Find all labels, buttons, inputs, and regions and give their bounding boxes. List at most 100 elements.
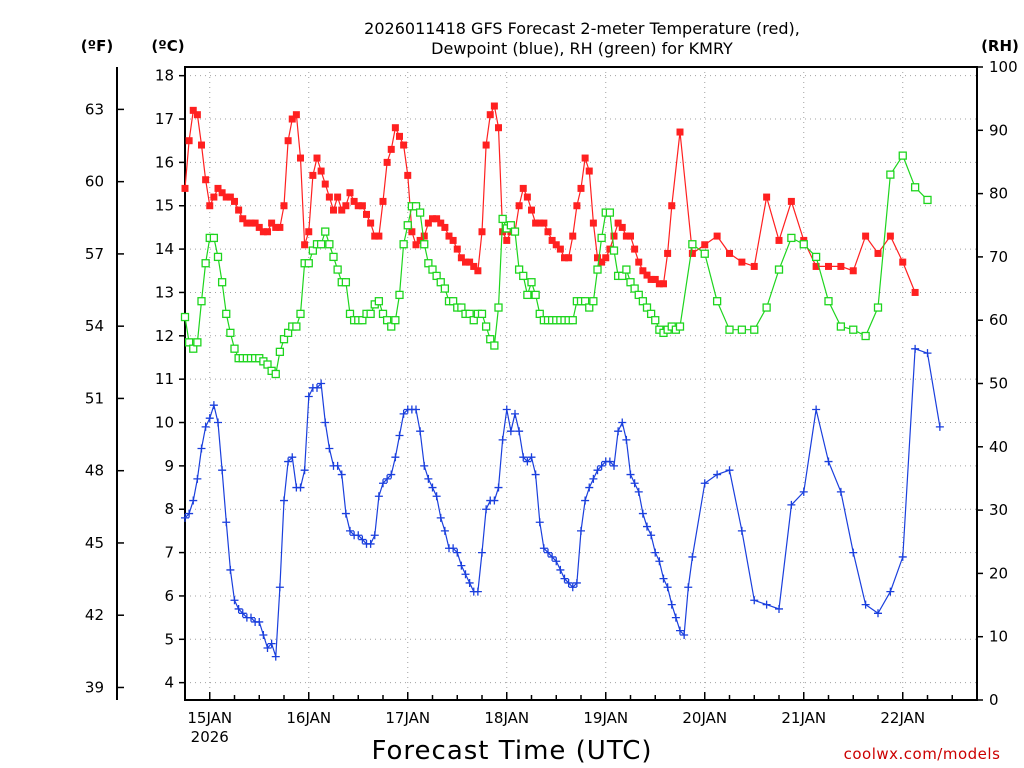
data-point [836,487,845,496]
data-point [886,232,894,240]
data-point [539,544,548,553]
data-point [898,552,907,561]
data-point [589,297,598,306]
data-point [383,474,392,483]
data-point [498,435,507,444]
data-point [812,262,820,270]
data-point [544,548,552,557]
data-point [482,505,491,514]
data-point [585,167,593,175]
rh-tick-label: 90 [989,121,1008,139]
data-point [700,249,709,258]
data-point [502,405,511,414]
data-point [333,265,342,274]
data-point [684,583,693,592]
x-tick-label: 22JAN [880,709,925,727]
rh-tick-label: 70 [989,248,1008,266]
data-point [899,258,907,266]
data-point [923,195,932,205]
series-layer [180,102,944,661]
data-point [366,309,375,319]
data-point [399,240,408,249]
data-point [338,206,346,214]
data-point [334,193,342,201]
data-point [609,246,619,255]
data-point [494,303,503,312]
data-point [205,414,214,423]
data-point [622,435,631,444]
data-point [272,223,280,231]
credit-text: coolwx.com/models [844,745,1001,763]
data-point [181,513,189,522]
rh-tick-label: 80 [989,185,1008,203]
data-point [218,466,227,475]
data-point [206,202,214,210]
data-point [519,184,527,192]
data-point [391,316,400,325]
data-point [836,322,846,331]
data-point [622,265,631,274]
data-point [201,422,210,431]
data-point [391,453,400,462]
data-point [664,249,672,257]
data-point [280,496,288,505]
data-point [408,228,416,236]
data-point [300,466,309,475]
axes: 4567891011121314151617183942454851545760… [85,58,1018,746]
data-point [346,189,354,197]
data-point [436,513,445,522]
data-point [667,600,676,609]
data-point [379,479,387,488]
data-point [898,151,907,160]
data-point [762,600,771,609]
data-point [379,197,387,205]
data-point [181,184,189,192]
data-point [321,227,330,236]
rh-unit-label: (RH) [981,37,1019,55]
data-point [486,111,494,119]
data-point [675,322,685,331]
data-point [725,466,734,475]
data-point [255,223,263,231]
data-point [391,124,399,132]
data-point [787,500,796,509]
data-point [503,236,511,244]
data-point [226,193,234,201]
celsius-tick-label: 7 [164,544,174,562]
rh-tick-label: 10 [989,628,1008,646]
data-point [209,233,219,243]
data-point [726,249,733,257]
data-point [589,474,598,483]
data-point [239,215,247,223]
data-point [375,232,383,240]
data-point [873,303,883,312]
data-point [651,275,659,283]
data-point [515,427,524,436]
data-point [763,193,771,201]
data-point [799,487,808,496]
data-point [713,232,721,240]
data-point [437,219,445,227]
data-point [264,228,271,236]
data-point [415,208,425,217]
data-point [569,232,577,240]
data-point [618,418,627,427]
data-point [202,176,210,184]
data-point [325,240,334,249]
celsius-tick-label: 5 [164,630,174,648]
data-point [532,219,540,227]
fahrenheit-tick-label: 45 [85,534,104,552]
data-point [284,457,293,466]
series-dewpoint [181,344,944,661]
data-point [354,531,363,540]
data-point [321,180,329,188]
data-point [573,202,581,210]
data-point [651,548,660,557]
data-point [403,221,412,230]
data-point [737,325,747,334]
data-point [874,609,882,618]
data-point [671,613,680,622]
data-point [259,630,268,639]
data-point [568,316,577,325]
